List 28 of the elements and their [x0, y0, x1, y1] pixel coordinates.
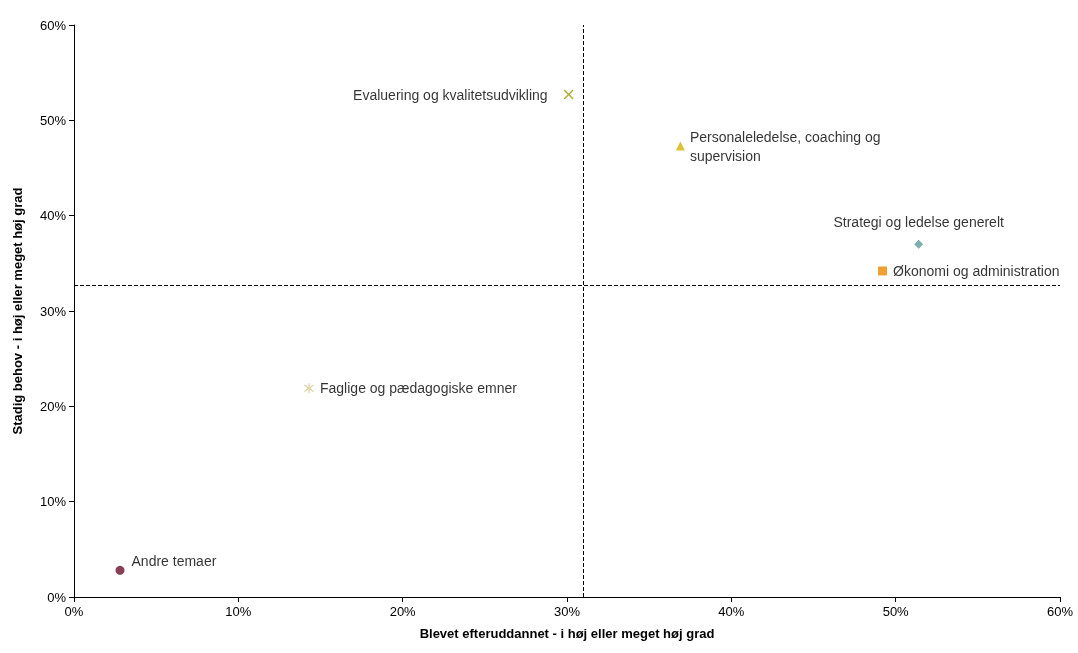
y-tick-label: 20% — [39, 398, 67, 414]
point — [675, 141, 685, 151]
point — [115, 565, 125, 575]
x-tick-label: 10% — [225, 604, 252, 619]
x-tick-label: 30% — [553, 604, 581, 619]
series-label: Evaluering og kvalitetsudvikling — [353, 86, 548, 103]
y-axis-title: Stadig behov - i høj eller meget høj grad — [10, 187, 25, 435]
series-label: Andre temaer — [131, 553, 217, 570]
series-label: Økonomi og administration — [893, 262, 1060, 279]
y-tick-label: 50% — [39, 112, 67, 128]
x-tick-label: 60% — [1046, 604, 1074, 619]
x-tick-label: 0% — [64, 604, 84, 619]
y-tick-label: 40% — [39, 208, 67, 224]
series-label: Strategi og ledelse generelt — [833, 214, 1004, 231]
x-tick-label: 50% — [882, 604, 910, 619]
point — [304, 383, 314, 394]
series-label: Personaleledelse, coaching og supervision — [689, 129, 885, 165]
y-tick-label: 60% — [39, 17, 67, 33]
y-tick-label: 10% — [39, 494, 67, 510]
y-tick-label: 30% — [39, 303, 67, 319]
series-label: Faglige og pædagogiske emner — [320, 380, 518, 397]
point — [563, 89, 574, 100]
point — [878, 266, 888, 276]
y-tick-label: 0% — [47, 589, 67, 605]
x-axis-title: Blevet efteruddannet - i høj eller meget høj grad — [419, 626, 715, 641]
x-tick-label: 40% — [718, 604, 745, 619]
x-tick-label: 20% — [389, 604, 417, 619]
point — [914, 239, 924, 249]
